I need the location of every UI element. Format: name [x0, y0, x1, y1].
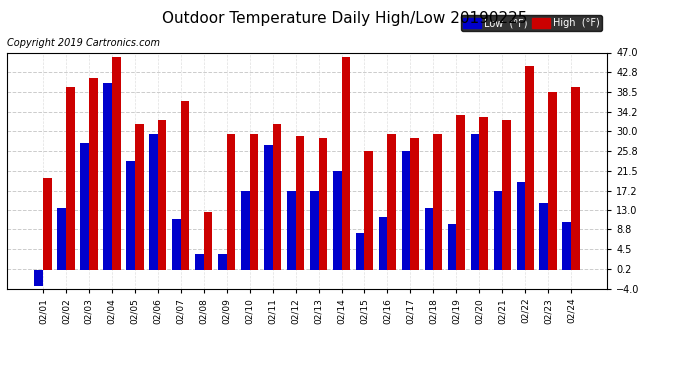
Bar [80, 143, 89, 270]
Bar [562, 222, 571, 270]
Bar [273, 124, 282, 270]
Bar [218, 254, 226, 270]
Bar [433, 134, 442, 270]
Bar [172, 219, 181, 270]
Bar [493, 190, 502, 270]
Bar [43, 178, 52, 270]
Bar [471, 134, 480, 270]
Legend: Low  (°F), High  (°F): Low (°F), High (°F) [460, 15, 602, 31]
Bar [57, 208, 66, 270]
Bar [333, 171, 342, 270]
Bar [287, 190, 295, 270]
Bar [34, 270, 43, 286]
Bar [112, 57, 121, 270]
Bar [250, 134, 258, 270]
Bar [540, 203, 549, 270]
Bar [204, 212, 213, 270]
Bar [411, 138, 419, 270]
Text: Copyright 2019 Cartronics.com: Copyright 2019 Cartronics.com [7, 38, 160, 48]
Bar [342, 57, 351, 270]
Bar [195, 254, 204, 270]
Bar [549, 92, 557, 270]
Bar [517, 182, 525, 270]
Bar [448, 224, 456, 270]
Bar [126, 161, 135, 270]
Bar [319, 138, 327, 270]
Bar [364, 151, 373, 270]
Bar [241, 190, 250, 270]
Bar [502, 120, 511, 270]
Bar [379, 217, 388, 270]
Bar [295, 136, 304, 270]
Bar [158, 120, 166, 270]
Bar [66, 87, 75, 270]
Bar [310, 190, 319, 270]
Bar [226, 134, 235, 270]
Bar [525, 66, 534, 270]
Bar [388, 134, 396, 270]
Bar [456, 115, 465, 270]
Bar [135, 124, 144, 270]
Bar [149, 134, 158, 270]
Bar [356, 233, 364, 270]
Bar [181, 101, 190, 270]
Bar [89, 78, 97, 270]
Bar [480, 117, 488, 270]
Bar [264, 145, 273, 270]
Bar [571, 87, 580, 270]
Text: Outdoor Temperature Daily High/Low 20190225: Outdoor Temperature Daily High/Low 20190… [162, 11, 528, 26]
Bar [402, 151, 411, 270]
Bar [103, 82, 112, 270]
Bar [424, 208, 433, 270]
